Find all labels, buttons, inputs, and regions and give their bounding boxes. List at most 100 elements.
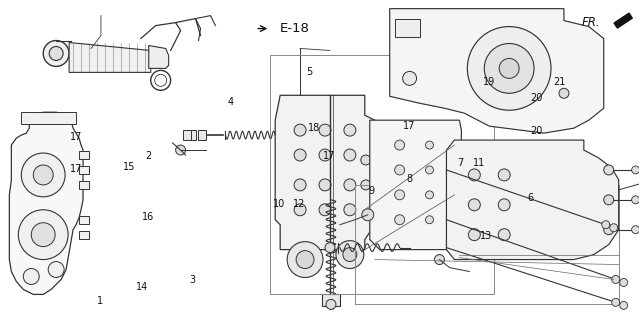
Circle shape — [467, 26, 551, 110]
Circle shape — [344, 204, 356, 216]
Polygon shape — [148, 46, 169, 68]
Polygon shape — [447, 140, 619, 260]
Circle shape — [632, 166, 639, 174]
Circle shape — [319, 124, 331, 136]
Circle shape — [468, 199, 480, 211]
Circle shape — [498, 229, 510, 241]
Polygon shape — [275, 95, 375, 249]
Circle shape — [31, 223, 55, 247]
Bar — [270, 56, 494, 294]
Text: E-18: E-18 — [280, 22, 310, 35]
Text: 17: 17 — [323, 151, 336, 161]
Text: 17: 17 — [70, 164, 83, 174]
Text: 8: 8 — [406, 174, 412, 183]
Circle shape — [610, 224, 618, 232]
Bar — [182, 130, 191, 140]
Circle shape — [344, 149, 356, 161]
Circle shape — [468, 169, 480, 181]
Circle shape — [294, 204, 306, 216]
Text: FR.: FR. — [582, 16, 600, 29]
Circle shape — [620, 278, 628, 286]
Circle shape — [48, 262, 64, 278]
Circle shape — [294, 149, 306, 161]
Circle shape — [21, 153, 65, 197]
Circle shape — [361, 180, 371, 190]
Circle shape — [604, 165, 614, 175]
Text: 16: 16 — [142, 212, 154, 222]
Text: 19: 19 — [483, 77, 495, 87]
Circle shape — [175, 145, 186, 155]
Text: 10: 10 — [273, 199, 285, 209]
Circle shape — [343, 248, 357, 262]
Bar — [322, 294, 340, 306]
Polygon shape — [370, 120, 461, 249]
Circle shape — [294, 179, 306, 191]
Text: 13: 13 — [479, 231, 492, 241]
Text: 7: 7 — [457, 158, 463, 168]
Bar — [395, 19, 420, 37]
Circle shape — [468, 229, 480, 241]
Circle shape — [362, 209, 374, 221]
Text: 9: 9 — [368, 186, 374, 196]
Circle shape — [296, 251, 314, 269]
Circle shape — [612, 276, 620, 284]
Text: 3: 3 — [189, 275, 196, 285]
Bar — [188, 130, 196, 140]
Text: 21: 21 — [553, 77, 565, 87]
FancyArrow shape — [614, 13, 632, 28]
Circle shape — [395, 190, 404, 200]
Circle shape — [426, 191, 433, 199]
Text: 1: 1 — [97, 296, 103, 306]
Bar — [355, 185, 619, 304]
Text: 20: 20 — [531, 126, 543, 136]
Text: 17: 17 — [70, 132, 83, 142]
Bar — [79, 151, 89, 159]
Circle shape — [498, 199, 510, 211]
Text: 5: 5 — [306, 67, 312, 77]
Circle shape — [498, 169, 510, 181]
Circle shape — [319, 204, 331, 216]
Text: 15: 15 — [123, 162, 135, 173]
Circle shape — [19, 210, 68, 260]
Circle shape — [23, 269, 39, 285]
Text: 6: 6 — [527, 193, 533, 203]
Circle shape — [326, 300, 336, 309]
Bar — [79, 216, 89, 224]
Text: 20: 20 — [531, 93, 543, 103]
Text: 14: 14 — [136, 282, 148, 292]
Circle shape — [344, 124, 356, 136]
Circle shape — [344, 179, 356, 191]
Circle shape — [612, 298, 620, 306]
Polygon shape — [69, 42, 151, 72]
Circle shape — [33, 165, 53, 185]
Text: 17: 17 — [403, 121, 415, 131]
Circle shape — [319, 149, 331, 161]
Text: 2: 2 — [145, 151, 151, 161]
Bar — [79, 166, 89, 174]
Circle shape — [361, 155, 371, 165]
Circle shape — [294, 124, 306, 136]
Circle shape — [395, 165, 404, 175]
Circle shape — [602, 221, 610, 229]
Circle shape — [604, 195, 614, 205]
Circle shape — [632, 196, 639, 204]
Circle shape — [499, 58, 519, 78]
Bar — [21, 112, 76, 124]
Circle shape — [559, 88, 569, 98]
Text: 18: 18 — [307, 123, 320, 133]
Polygon shape — [390, 9, 604, 133]
Circle shape — [319, 179, 331, 191]
Polygon shape — [10, 112, 83, 294]
Circle shape — [49, 47, 63, 60]
Circle shape — [403, 71, 417, 85]
Circle shape — [336, 241, 364, 269]
Circle shape — [484, 43, 534, 93]
Text: 12: 12 — [293, 199, 306, 209]
Circle shape — [620, 301, 628, 309]
Circle shape — [426, 166, 433, 174]
Circle shape — [395, 215, 404, 225]
Text: 4: 4 — [228, 97, 234, 107]
Circle shape — [44, 41, 69, 66]
Bar — [79, 231, 89, 239]
Circle shape — [325, 243, 335, 253]
